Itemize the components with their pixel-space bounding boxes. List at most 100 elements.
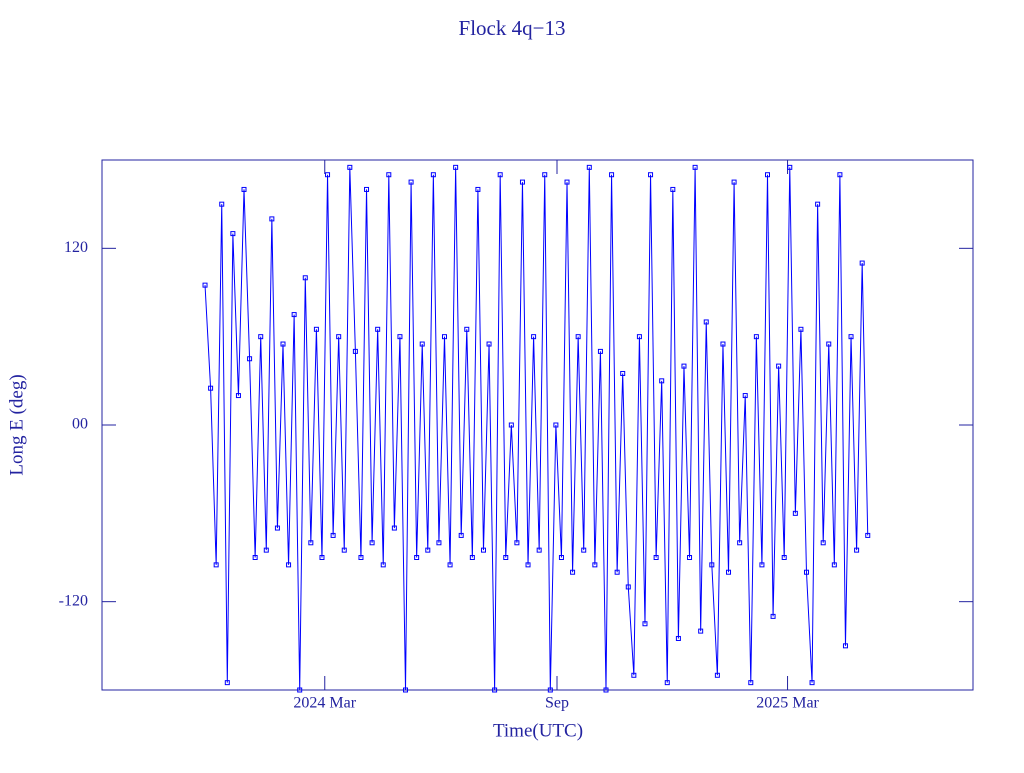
data-point [564, 179, 570, 185]
data-point [553, 422, 559, 428]
data-point [492, 687, 498, 693]
data-point [698, 628, 704, 634]
data-point [252, 555, 258, 560]
data-point [453, 164, 459, 170]
data-point [274, 525, 280, 531]
data-point [263, 547, 269, 553]
data-point [497, 172, 503, 178]
data-point [859, 260, 865, 266]
x-tick-label: 2025 Mar [756, 695, 819, 712]
data-point [419, 341, 425, 347]
data-point [219, 201, 225, 207]
data-point [625, 584, 631, 590]
data-point [592, 562, 598, 568]
data-point [681, 363, 687, 369]
data-point [403, 687, 409, 693]
data-point [670, 186, 676, 192]
data-point [519, 179, 525, 185]
data-point [542, 172, 548, 178]
data-point [837, 172, 843, 178]
data-point [302, 275, 308, 281]
data-point [425, 547, 431, 553]
data-point [230, 231, 236, 237]
y-tick-label: 00 [72, 416, 88, 433]
chart-title: Flock 4q−13 [459, 16, 566, 40]
data-point [709, 562, 715, 568]
data-point [597, 348, 603, 354]
data-point [375, 326, 381, 332]
data-point [776, 363, 782, 369]
x-axis-label: Time(UTC) [493, 720, 583, 741]
data-point [558, 555, 564, 560]
data-point [570, 569, 576, 575]
data-point [603, 687, 609, 693]
data-point [241, 186, 247, 192]
data-point [748, 680, 754, 686]
data-point [358, 555, 364, 560]
data-point [653, 555, 659, 560]
data-point [536, 547, 542, 553]
data-point [208, 385, 214, 391]
data-point [486, 341, 492, 347]
data-point [447, 562, 453, 568]
data-point [753, 334, 759, 340]
data-line [204, 167, 869, 691]
data-point [831, 562, 837, 568]
x-tick-label: 2024 Mar [293, 695, 356, 712]
data-point [586, 164, 592, 170]
data-point [737, 540, 743, 546]
data-point [291, 312, 297, 318]
data-point [820, 540, 826, 546]
data-point [441, 334, 447, 340]
data-point [759, 562, 765, 568]
data-point [386, 172, 392, 178]
data-point [430, 172, 436, 178]
data-point [514, 540, 520, 546]
data-point [480, 547, 486, 553]
data-point [731, 179, 737, 185]
y-tick-label: 120 [64, 239, 88, 256]
data-point [659, 378, 665, 384]
data-point [842, 643, 848, 649]
data-point [726, 569, 732, 575]
data-point [369, 540, 375, 546]
y-tick-label: -120 [59, 592, 88, 609]
data-point [286, 562, 292, 568]
data-point [631, 672, 637, 678]
data-point [531, 334, 537, 340]
data-point [280, 341, 286, 347]
data-point [469, 555, 475, 560]
data-point [809, 680, 815, 686]
data-point [798, 326, 804, 332]
data-point [508, 422, 514, 428]
data-point [319, 555, 325, 560]
data-point [325, 172, 331, 178]
data-point [364, 186, 370, 192]
data-point [664, 680, 670, 686]
data-point [865, 532, 871, 538]
data-point [787, 164, 793, 170]
data-point [224, 680, 230, 686]
data-point [464, 326, 470, 332]
data-point [692, 164, 698, 170]
data-point [620, 370, 626, 376]
data-point [313, 326, 319, 332]
data-point [336, 334, 342, 340]
data-point [575, 334, 581, 340]
data-point [703, 319, 709, 325]
data-point [770, 613, 776, 619]
data-point [815, 201, 821, 207]
data-point [408, 179, 414, 185]
data-point [792, 510, 798, 516]
data-point [781, 555, 787, 560]
data-point [397, 334, 403, 340]
data-point [854, 547, 860, 553]
data-point [269, 216, 275, 222]
data-point [648, 172, 654, 178]
data-point [414, 555, 420, 560]
data-point [642, 621, 648, 627]
data-point [503, 555, 509, 560]
data-point [581, 547, 587, 553]
x-tick-label: Sep [545, 695, 569, 712]
